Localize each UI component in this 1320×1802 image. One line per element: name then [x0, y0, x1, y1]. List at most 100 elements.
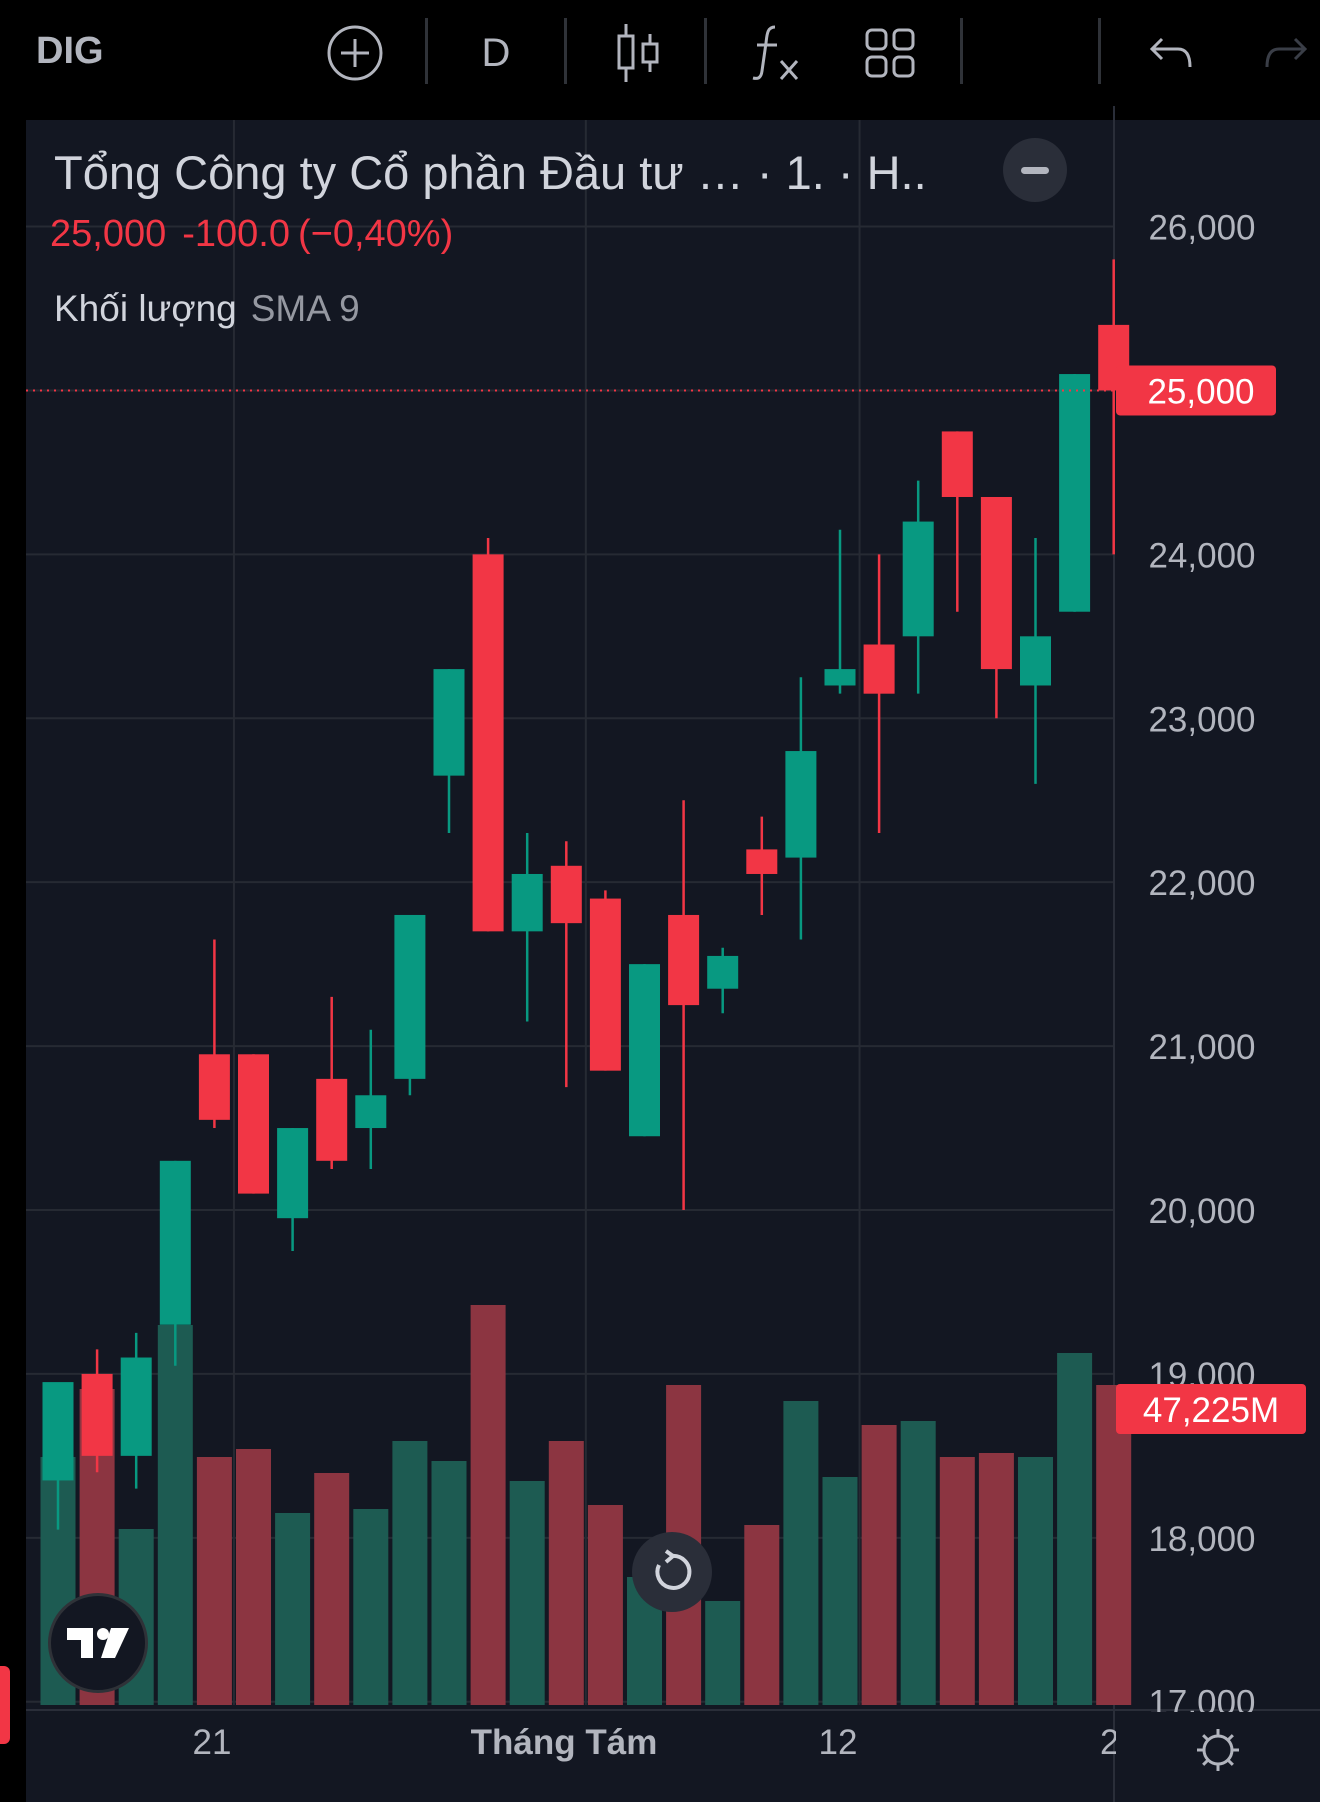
indicators-button[interactable] [750, 0, 804, 106]
candle-body[interactable] [81, 1373, 113, 1456]
candle-body[interactable] [824, 669, 856, 686]
candle-body[interactable] [472, 554, 504, 932]
last-price-badge [1116, 365, 1276, 416]
volume-bar [744, 1525, 780, 1705]
volume-bar [353, 1509, 389, 1705]
price-chart[interactable]: 26,000 25,000 24,000 23,000 22,000 21,000 20,0… [0, 106, 1320, 1802]
time-scale-corner [1116, 1712, 1320, 1802]
candle-body[interactable] [863, 644, 895, 694]
candle-body[interactable] [159, 1160, 191, 1325]
candle-body[interactable] [316, 1078, 348, 1161]
volume-bar [861, 1425, 897, 1705]
side-panel-tab[interactable] [0, 1666, 10, 1744]
volume-bar [900, 1421, 936, 1705]
settings-icon-tooth [1202, 1758, 1210, 1766]
volume-bar [509, 1481, 545, 1705]
volume-bar [822, 1477, 858, 1705]
legend-volume[interactable]: Khối lượng SMA 9 [54, 288, 360, 330]
candle-body[interactable] [550, 865, 582, 924]
candle-body[interactable] [589, 898, 621, 1071]
volume-label: Khối lượng [54, 288, 237, 329]
volume-indicator-label: SMA 9 [250, 288, 360, 329]
candle-body[interactable] [746, 849, 778, 874]
volume-bar [1057, 1353, 1093, 1705]
volume-badge [1116, 1384, 1306, 1434]
toolbar-divider [1098, 18, 1101, 84]
toolbar-divider [425, 18, 428, 84]
redo-icon [1265, 37, 1308, 68]
candle-body[interactable] [902, 521, 934, 637]
toolbar-divider [960, 18, 963, 84]
y-tick-label: 18,000 [1148, 1520, 1255, 1559]
compare-symbol-button[interactable] [322, 0, 388, 106]
candle-body[interactable] [277, 1128, 309, 1219]
legend-price-line: 25,000 -100.0 (−0,40%) [50, 213, 469, 256]
y-tick-label: 24,000 [1148, 536, 1255, 575]
toolbar-divider [564, 18, 567, 84]
candle-body[interactable] [629, 964, 660, 1137]
y-tick-label: 20,000 [1148, 1192, 1255, 1231]
candle-body[interactable] [238, 1054, 269, 1194]
legend-title[interactable]: Tổng Công ty Cổ phần Đầu tư … · 1. · H.. [54, 146, 927, 199]
plus-circle-icon [327, 25, 383, 81]
candle-body[interactable] [1059, 374, 1091, 612]
y-tick-label: 26,000 [1148, 209, 1255, 248]
legend-change-percent: (−0,40%) [297, 213, 454, 255]
candle-body[interactable] [355, 1095, 387, 1129]
volume-value-label: 47,225M [1143, 1391, 1279, 1430]
settings-icon-tooth [1226, 1758, 1234, 1766]
toolbar-divider [704, 18, 707, 84]
legend-collapse-button[interactable] [1003, 138, 1067, 202]
volume-bar [705, 1601, 741, 1705]
volume-bar [196, 1457, 232, 1705]
candle-body[interactable] [707, 955, 739, 989]
tradingview-logo-icon [67, 1628, 129, 1658]
chart-type-button[interactable] [612, 0, 664, 106]
volume-bar [470, 1305, 506, 1705]
x-tick-label: 12 [819, 1723, 858, 1762]
candle-body[interactable] [980, 496, 1012, 670]
candles-icon [617, 24, 659, 82]
volume-bar [392, 1441, 428, 1705]
volume-bar [587, 1505, 623, 1705]
candle-body[interactable] [511, 873, 543, 932]
candle-body[interactable] [394, 914, 426, 1079]
y-tick-label: 21,000 [1148, 1028, 1255, 1067]
settings-icon[interactable] [1197, 1729, 1239, 1771]
volume-bar [939, 1457, 975, 1705]
reset-chart-button[interactable] [632, 1532, 712, 1612]
volume-bar [783, 1401, 819, 1705]
candle-body[interactable] [785, 751, 817, 858]
volume-bar [548, 1441, 584, 1705]
volume-bar [978, 1453, 1014, 1705]
undo-icon [1149, 37, 1192, 68]
candle-body[interactable] [433, 669, 465, 776]
volume-bar [1018, 1457, 1053, 1705]
layout-button[interactable] [862, 0, 918, 106]
settings-icon-tooth [1226, 1734, 1234, 1742]
candle-body[interactable] [120, 1357, 152, 1456]
tradingview-logo[interactable] [48, 1593, 148, 1693]
volume-bar [1096, 1385, 1132, 1705]
redo-button[interactable] [1258, 0, 1314, 106]
volume-bar [314, 1473, 350, 1705]
volume-bar [157, 1325, 193, 1705]
legend-price: 25,000 [50, 213, 167, 255]
symbol-button[interactable]: DIG [36, 30, 104, 72]
volume-bar [275, 1513, 311, 1705]
y-tick-label: 23,000 [1148, 700, 1255, 739]
candle-body[interactable] [668, 914, 700, 1006]
candle-body[interactable] [941, 431, 973, 497]
x-tick-label: 2 [1100, 1723, 1119, 1762]
undo-button[interactable] [1143, 0, 1199, 106]
candle-body[interactable] [1020, 636, 1051, 686]
candle-body[interactable] [198, 1054, 230, 1120]
layout-grid-icon [865, 28, 915, 78]
interval-button[interactable]: D [481, 30, 511, 75]
volume-bar [431, 1461, 467, 1705]
legend-change: -100.0 [182, 213, 290, 255]
y-tick-label: 22,000 [1148, 864, 1255, 903]
reset-icon [655, 1549, 692, 1590]
candle-body[interactable] [42, 1382, 74, 1481]
x-tick-label: Tháng Tám [471, 1723, 658, 1762]
